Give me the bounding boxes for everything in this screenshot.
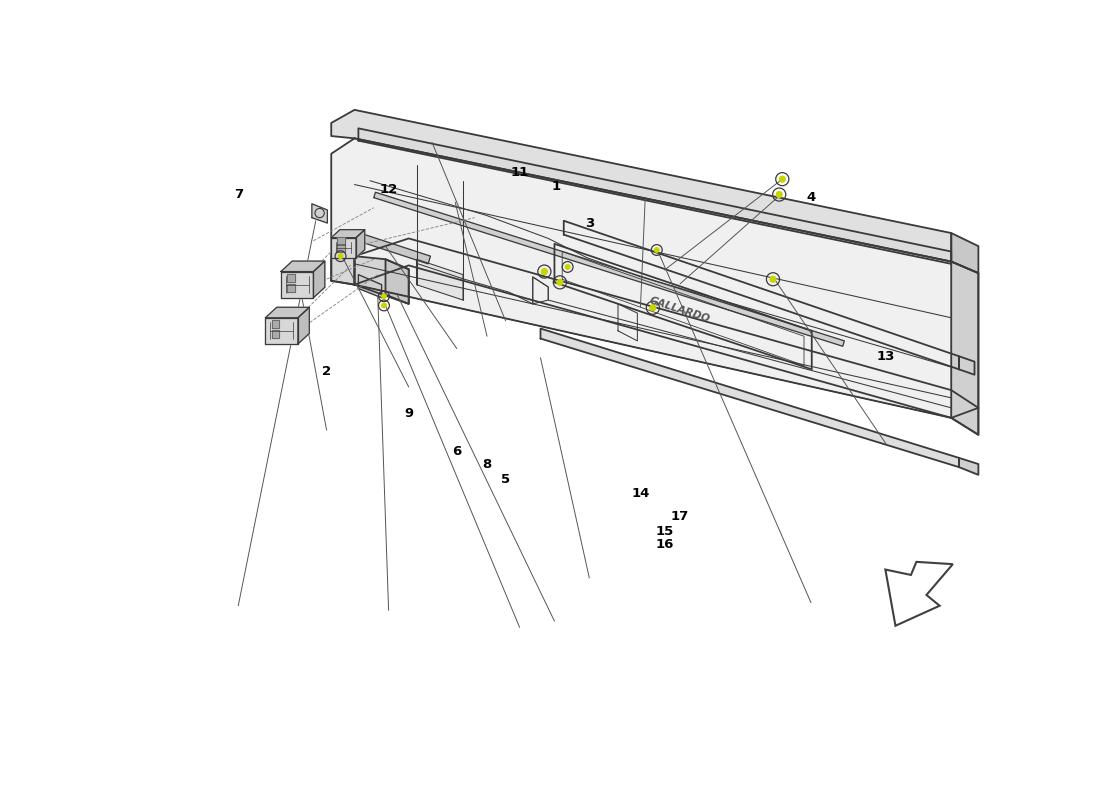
Polygon shape: [314, 261, 324, 298]
Text: 2: 2: [322, 365, 331, 378]
Polygon shape: [356, 230, 365, 258]
Polygon shape: [338, 237, 345, 245]
Text: 11: 11: [510, 166, 529, 179]
Text: 3: 3: [585, 217, 594, 230]
Text: 4: 4: [806, 191, 815, 204]
Polygon shape: [354, 256, 409, 304]
Text: 16: 16: [656, 538, 673, 550]
Circle shape: [776, 191, 783, 198]
Polygon shape: [563, 221, 959, 370]
Circle shape: [381, 294, 387, 299]
Polygon shape: [265, 307, 309, 318]
Polygon shape: [351, 230, 430, 264]
Text: 6: 6: [452, 446, 461, 458]
Polygon shape: [338, 244, 345, 251]
Text: 1: 1: [551, 180, 561, 194]
Polygon shape: [554, 244, 812, 370]
Polygon shape: [312, 204, 328, 223]
Circle shape: [557, 278, 563, 286]
Polygon shape: [952, 233, 978, 273]
Polygon shape: [331, 138, 978, 418]
Polygon shape: [354, 238, 978, 435]
Polygon shape: [298, 307, 309, 344]
Circle shape: [564, 264, 571, 270]
Circle shape: [779, 175, 785, 182]
Text: 7: 7: [233, 188, 243, 201]
Polygon shape: [359, 128, 951, 264]
Polygon shape: [886, 562, 953, 626]
Text: 17: 17: [671, 510, 689, 523]
Text: 8: 8: [483, 458, 492, 470]
Polygon shape: [540, 329, 959, 467]
Polygon shape: [280, 271, 314, 298]
Polygon shape: [385, 259, 409, 304]
Polygon shape: [331, 254, 354, 285]
Polygon shape: [272, 320, 279, 328]
Text: 15: 15: [656, 525, 673, 538]
Polygon shape: [359, 274, 382, 298]
Polygon shape: [331, 110, 952, 262]
Circle shape: [649, 304, 657, 311]
Polygon shape: [280, 261, 324, 271]
Text: 5: 5: [502, 473, 510, 486]
Polygon shape: [265, 318, 298, 344]
Polygon shape: [287, 284, 295, 291]
Polygon shape: [287, 274, 295, 282]
Polygon shape: [331, 230, 365, 238]
Polygon shape: [272, 330, 279, 338]
Circle shape: [541, 268, 548, 275]
Circle shape: [381, 302, 387, 309]
Polygon shape: [417, 259, 463, 300]
Text: GALLARDO: GALLARDO: [648, 295, 712, 325]
Circle shape: [769, 276, 777, 283]
Text: 9: 9: [404, 406, 414, 420]
Polygon shape: [952, 262, 978, 435]
Text: 13: 13: [877, 350, 895, 362]
Circle shape: [338, 253, 343, 259]
Text: 14: 14: [631, 487, 650, 500]
Polygon shape: [374, 192, 845, 346]
Polygon shape: [331, 238, 356, 258]
Text: 12: 12: [379, 183, 398, 197]
Polygon shape: [959, 458, 978, 475]
Circle shape: [653, 247, 660, 253]
Polygon shape: [959, 356, 975, 374]
